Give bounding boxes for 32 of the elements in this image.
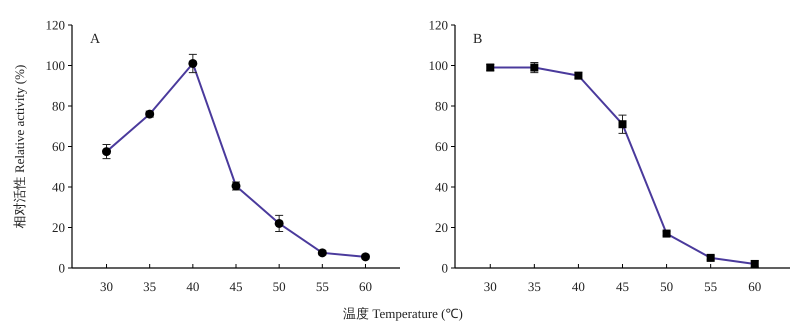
x-tick-label: 60 xyxy=(358,279,372,294)
x-axis-title: 温度 Temperature (℃) xyxy=(343,306,463,321)
x-tick-label: 60 xyxy=(748,279,762,294)
y-tick-label: 60 xyxy=(52,139,65,154)
x-tick-label: 50 xyxy=(660,279,674,294)
y-tick-label: 80 xyxy=(435,98,448,114)
y-tick-label: 120 xyxy=(46,18,65,32)
y-tick-label: 120 xyxy=(428,18,448,32)
y-tick-label: 20 xyxy=(435,220,448,235)
y-axis-title: 相对活性 Relative activity (%) xyxy=(12,64,27,228)
x-tick-label: 45 xyxy=(616,279,629,294)
x-tick-label: 40 xyxy=(572,279,585,294)
y-tick-label: 0 xyxy=(442,260,448,276)
y-tick-label: 40 xyxy=(435,180,448,194)
y-tick-label: 60 xyxy=(435,139,448,154)
text: B xyxy=(473,32,482,47)
x-tick-label: 45 xyxy=(230,279,242,294)
x-tick-label: 35 xyxy=(143,279,156,294)
y-tick-label: 100 xyxy=(428,58,448,73)
x-tick-label: 35 xyxy=(528,279,541,294)
x-tick-label: 30 xyxy=(100,279,114,294)
y-tick-label: 80 xyxy=(52,98,65,114)
y-tick-label: 20 xyxy=(52,220,65,235)
x-tick-label: 40 xyxy=(186,279,200,294)
x-tick-label: 55 xyxy=(704,279,718,294)
x-tick-label: 30 xyxy=(484,279,497,294)
x-tick-label: 55 xyxy=(316,279,329,294)
text: A xyxy=(90,32,101,47)
y-tick-label: 40 xyxy=(52,180,65,194)
y-tick-label: 0 xyxy=(58,260,65,276)
x-tick-label: 50 xyxy=(272,279,286,294)
y-tick-label: 100 xyxy=(46,58,65,73)
